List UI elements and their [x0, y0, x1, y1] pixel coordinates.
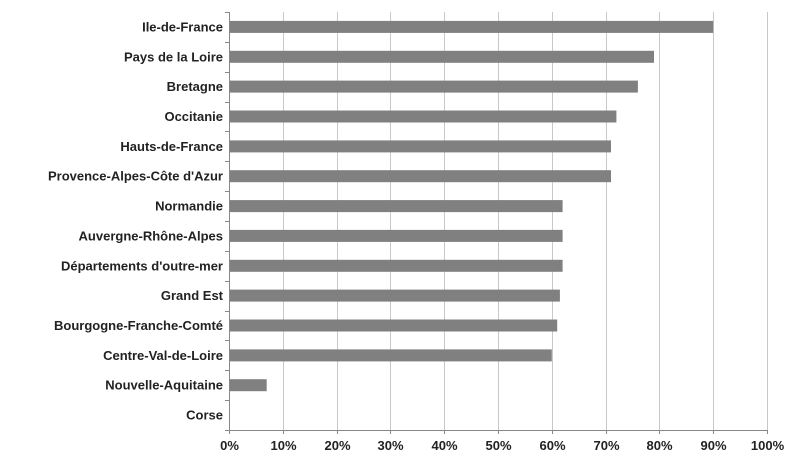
bar — [229, 50, 654, 63]
x-tick-label: 100% — [751, 438, 785, 453]
category-label: Corse — [186, 408, 223, 423]
x-tick-label: 30% — [377, 438, 403, 453]
x-tick-label: 10% — [270, 438, 296, 453]
category-labels: Ile-de-France Pays de la Loire Bretagne Occ… — [48, 19, 224, 422]
category-label: Normandie — [155, 199, 223, 214]
bar — [229, 229, 563, 242]
category-label: Occitanie — [164, 109, 223, 124]
category-label: Centre-Val-de-Loire — [103, 348, 223, 363]
x-tick-label: 40% — [431, 438, 457, 453]
x-tick-label: 60% — [539, 438, 565, 453]
bar — [229, 200, 563, 213]
x-tick-labels: 0% 10% 20% 30% 40% 50% 60% 70% 80% 90% 100% — [220, 438, 784, 453]
category-label: Auvergne-Rhône-Alpes — [79, 228, 223, 243]
bar — [229, 259, 563, 272]
bar — [229, 289, 560, 302]
category-label: Pays de la Loire — [124, 49, 223, 64]
bar — [229, 349, 552, 362]
x-tick-label: 50% — [485, 438, 511, 453]
bar — [229, 20, 714, 33]
bar — [229, 379, 267, 392]
category-label: Bretagne — [167, 79, 223, 94]
bar — [229, 140, 611, 153]
category-label: Provence-Alpes-Côte d'Azur — [48, 169, 223, 184]
gridlines — [283, 12, 768, 430]
x-tick-label: 80% — [646, 438, 672, 453]
bar — [229, 170, 611, 183]
category-label: Nouvelle-Aquitaine — [105, 378, 223, 393]
x-tick-label: 0% — [220, 438, 239, 453]
category-label: Ile-de-France — [142, 19, 223, 34]
category-label: Départements d'outre-mer — [61, 258, 223, 273]
x-tick-label: 70% — [593, 438, 619, 453]
category-label: Hauts-de-France — [120, 139, 223, 154]
x-tick-label: 90% — [700, 438, 726, 453]
bar — [229, 110, 617, 123]
bar — [229, 80, 638, 93]
category-label: Bourgogne-Franche-Comté — [54, 318, 223, 333]
category-label: Grand Est — [161, 288, 224, 303]
axes — [225, 12, 768, 434]
x-tick-label: 20% — [324, 438, 350, 453]
bar — [229, 319, 558, 332]
bars — [229, 20, 714, 392]
